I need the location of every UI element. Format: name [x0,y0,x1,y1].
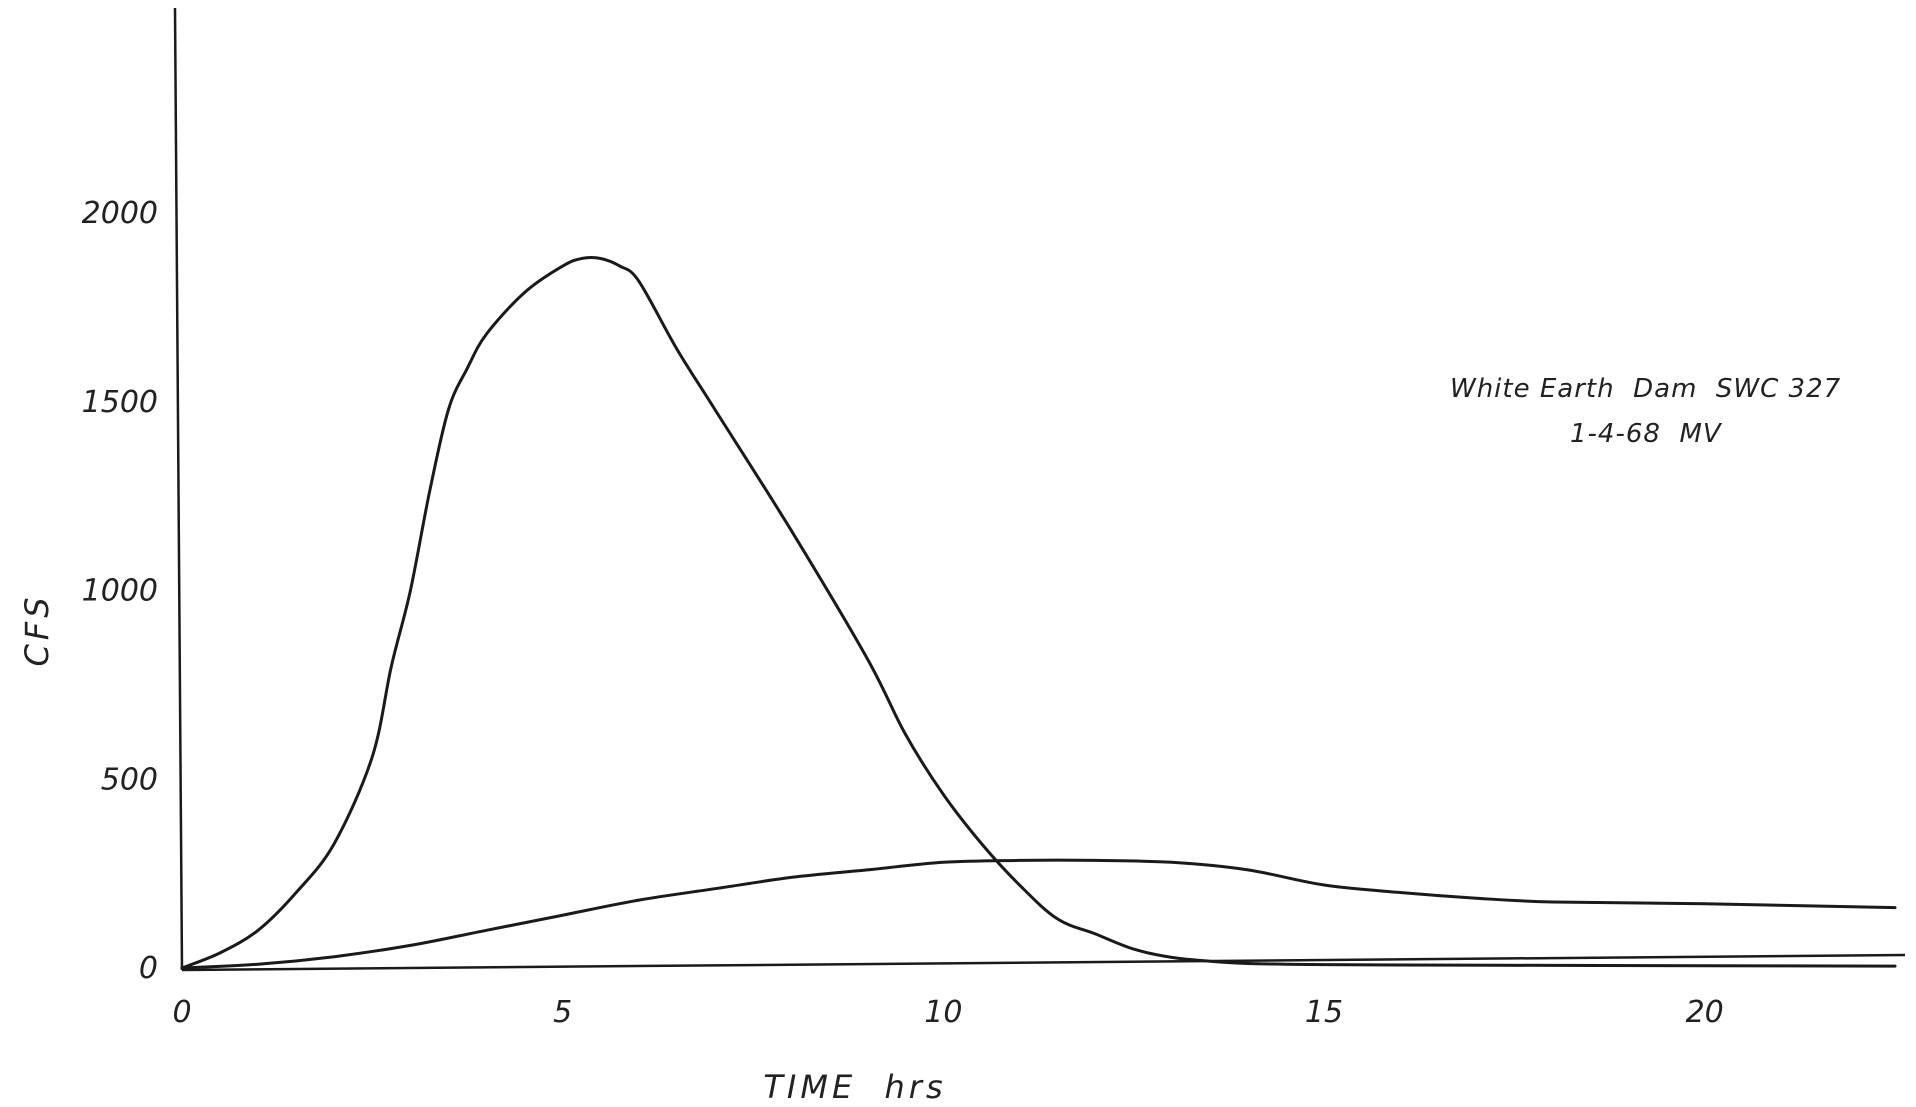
x-tick-label: 20 [1686,995,1724,1030]
annotation-line-1: White Earth Dam SWC 327 [1450,374,1841,404]
y-tick-label: 500 [101,762,158,797]
x-tick-label: 5 [553,995,572,1030]
series-line-2 [180,858,1897,970]
x-tick-label: 10 [924,995,962,1030]
annotation-line-2: 1-4-68 MV [1570,419,1723,449]
series-layer [180,256,1897,970]
series-line-1 [180,256,1897,970]
x-tick-labels: 0 5 10 15 20 [172,995,1723,1030]
x-axis-label: TIME hrs [763,1068,946,1106]
axes [173,7,1906,972]
y-tick-label: 1000 [82,574,158,609]
y-axis [173,7,184,971]
y-tick-labels: 0 500 1000 1500 2000 [82,196,158,986]
y-tick-label: 2000 [82,196,158,231]
x-tick-label: 15 [1305,995,1343,1030]
x-axis [181,953,1906,972]
y-axis-label: CFS [18,593,56,666]
y-tick-label: 1500 [82,385,158,420]
y-tick-label: 0 [139,951,158,986]
x-tick-label: 0 [172,995,191,1030]
